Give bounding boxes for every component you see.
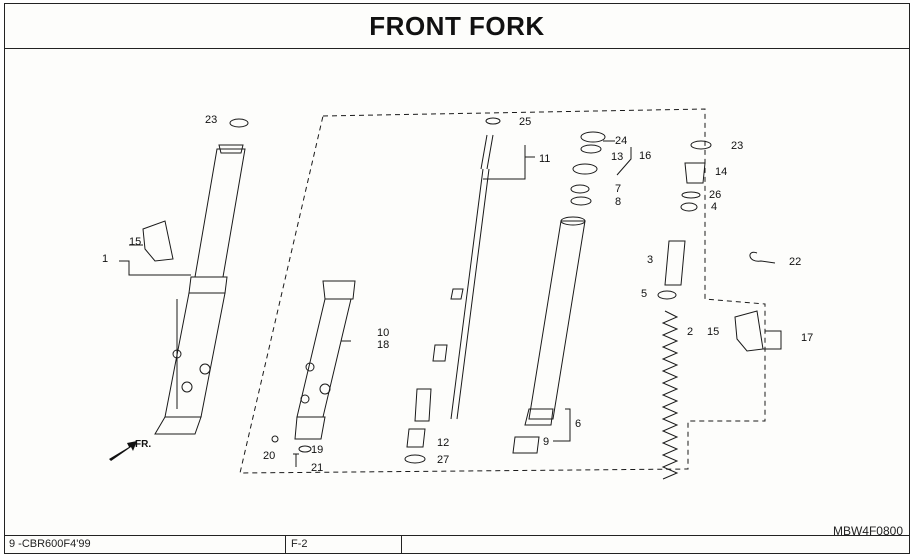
nut-4 (680, 202, 698, 212)
ring-25 (485, 117, 501, 125)
leader-6 (553, 408, 571, 442)
fork-spring (661, 310, 679, 480)
footer-bar: 9 -CBR600F4'99 F-2 (5, 535, 909, 554)
model-reference: 9 -CBR600F4'99 (9, 538, 91, 550)
collar-3 (664, 240, 686, 286)
front-direction-label: FR. (135, 439, 151, 450)
callout-9: 9 (543, 436, 549, 448)
callout-8: 8 (615, 196, 621, 208)
callout-23-right: 23 (731, 140, 743, 152)
cap-bolt-14 (684, 162, 706, 184)
callout-27: 27 (437, 454, 449, 466)
bracket-15-left (142, 220, 174, 262)
piece-12 (406, 428, 426, 448)
callout-16: 16 (639, 150, 651, 162)
ring-23-right (690, 140, 712, 150)
callout-13: 13 (611, 151, 623, 163)
callout-12: 12 (437, 437, 449, 449)
washer-27 (404, 454, 426, 464)
front-arrow-icon (109, 441, 137, 461)
callout-15-right: 15 (707, 326, 719, 338)
page-number: F-2 (291, 538, 308, 550)
leader-16 (603, 140, 632, 176)
callout-15: 15 (129, 236, 141, 248)
callout-22: 22 (789, 256, 801, 268)
clip-7 (570, 184, 590, 194)
callout-18: 18 (377, 339, 389, 351)
left-fork-assembly (154, 118, 249, 435)
bracket-15-right (734, 310, 764, 352)
leader-1 (119, 244, 191, 276)
callout-20: 20 (263, 450, 275, 462)
page-title: FRONT FORK (369, 10, 545, 41)
callout-10: 10 (377, 327, 389, 339)
callout-11: 11 (539, 153, 550, 165)
inner-tube (524, 216, 586, 426)
exploded-view: FR. 1 2 3 4 5 6 7 8 9 10 11 12 13 14 15 … (5, 49, 907, 534)
callout-26: 26 (709, 189, 721, 201)
footer-divider (285, 536, 286, 554)
clip-22 (749, 251, 776, 264)
fork-slider (294, 280, 356, 440)
title-bar: FRONT FORK (5, 4, 909, 49)
callout-23: 23 (205, 114, 217, 126)
leader-17 (763, 330, 782, 350)
o-ring-26 (681, 191, 701, 199)
footer-divider (401, 536, 402, 554)
callout-25: 25 (519, 116, 531, 128)
damper-rod (414, 134, 494, 422)
cap-24 (580, 131, 606, 143)
callout-6: 6 (575, 418, 581, 430)
callout-2: 2 (687, 326, 693, 338)
callout-5: 5 (641, 288, 647, 300)
assembly-boundary (239, 108, 766, 474)
seal-8 (570, 196, 592, 206)
parts-diagram-sheet: FRONT FORK (4, 3, 910, 554)
callout-7: 7 (615, 183, 621, 195)
o-ring-13 (580, 144, 602, 154)
callout-4: 4 (711, 201, 717, 213)
leader-11 (483, 145, 535, 180)
callout-21: 21 (311, 462, 323, 474)
callout-17: 17 (801, 332, 813, 344)
callout-24: 24 (615, 135, 627, 147)
bolt-21 (293, 453, 299, 467)
diagram-code: MBW4F0800 (832, 524, 903, 538)
callout-14: 14 (715, 166, 727, 178)
seat-5 (657, 290, 677, 300)
callout-19: 19 (311, 444, 323, 456)
seal-16 (572, 163, 598, 175)
callout-1: 1 (102, 253, 108, 265)
bolt-20 (271, 435, 279, 443)
guide-bush-9 (512, 436, 540, 454)
washer-19 (298, 445, 312, 453)
callout-3: 3 (647, 254, 653, 266)
front-fork-illustration: FR. 1 2 3 4 5 6 7 8 9 10 11 12 13 14 15 … (102, 108, 813, 480)
